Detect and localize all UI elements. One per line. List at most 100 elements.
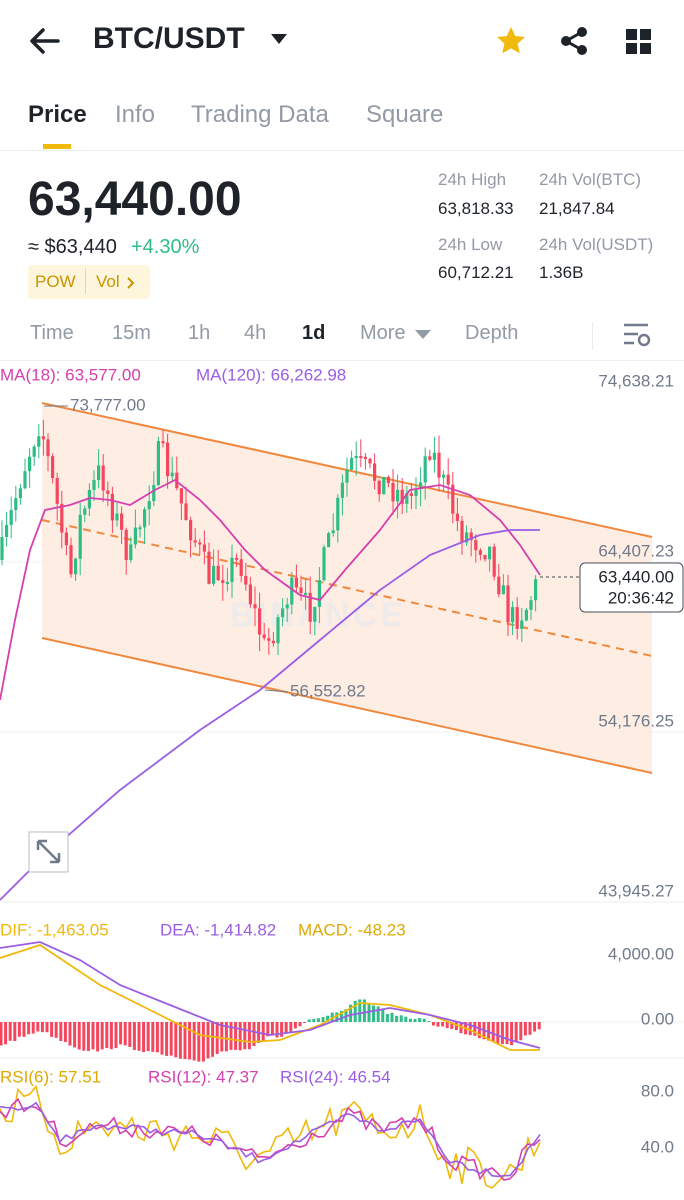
interval[interactable]: 15m bbox=[112, 322, 151, 344]
tag-chevron bbox=[127, 277, 135, 289]
candle-body bbox=[377, 480, 381, 495]
candle-body bbox=[520, 620, 524, 629]
macd-bar bbox=[109, 1022, 113, 1050]
candle-body bbox=[221, 580, 225, 583]
tag[interactable]: Vol bbox=[96, 272, 120, 291]
tab[interactable]: Square bbox=[366, 101, 444, 128]
interval[interactable]: 1h bbox=[188, 322, 211, 344]
macd-bar bbox=[270, 1022, 274, 1035]
macd-bar bbox=[445, 1022, 449, 1029]
channel-mid bbox=[41, 519, 653, 657]
stat-label: 24h Low bbox=[438, 235, 503, 254]
candle-body bbox=[276, 617, 280, 644]
candle-body bbox=[23, 471, 27, 489]
macd-bar bbox=[137, 1022, 141, 1051]
macd-bar bbox=[243, 1022, 247, 1050]
interval[interactable]: 4h bbox=[244, 322, 267, 344]
macd-bar bbox=[252, 1022, 256, 1046]
candle-body bbox=[239, 559, 243, 576]
rsi-label: RSI(12): 47.37 bbox=[148, 1067, 259, 1086]
candle-body bbox=[492, 546, 496, 577]
macd-bar bbox=[390, 1012, 394, 1022]
candle-body bbox=[253, 604, 257, 609]
interval[interactable]: Time bbox=[30, 322, 74, 344]
macd-bar bbox=[155, 1022, 159, 1053]
macd-bar bbox=[50, 1022, 54, 1037]
candle-body bbox=[382, 476, 386, 495]
candle-body bbox=[225, 582, 229, 585]
candle-body bbox=[101, 465, 105, 491]
candle-body bbox=[152, 484, 156, 502]
rsi-axis-label: 40.0 bbox=[641, 1137, 674, 1156]
candle-body bbox=[14, 498, 18, 511]
tab[interactable]: Trading Data bbox=[191, 101, 329, 128]
grid-menu[interactable] bbox=[625, 28, 653, 56]
candle-body bbox=[515, 607, 519, 629]
macd-bar bbox=[326, 1015, 330, 1022]
macd-bar bbox=[31, 1022, 35, 1034]
candle-body bbox=[501, 585, 505, 595]
candle-body bbox=[115, 513, 119, 521]
candle-body bbox=[359, 456, 363, 459]
candle-body bbox=[345, 469, 349, 483]
stat-label: 24h High bbox=[438, 170, 507, 189]
candle-body bbox=[290, 577, 294, 605]
chart-settings[interactable] bbox=[622, 322, 652, 348]
macd-bar bbox=[142, 1022, 146, 1053]
rsi-line bbox=[0, 1101, 541, 1178]
stat-value: 60,712.21 bbox=[438, 263, 514, 282]
macd-bar bbox=[201, 1022, 205, 1062]
candle-body bbox=[299, 587, 303, 594]
macd-bar bbox=[372, 1005, 376, 1022]
macd-bar bbox=[376, 1006, 380, 1022]
candle-body bbox=[409, 493, 413, 496]
candle-body bbox=[207, 551, 211, 584]
interval[interactable]: Depth bbox=[465, 322, 519, 344]
interval[interactable]: More bbox=[360, 322, 406, 344]
candle-body bbox=[41, 436, 45, 440]
share-button[interactable] bbox=[558, 25, 590, 57]
candle-body bbox=[455, 513, 459, 521]
divider bbox=[0, 360, 684, 361]
macd-bar bbox=[266, 1022, 270, 1037]
macd-bar bbox=[160, 1022, 164, 1055]
macd-bar bbox=[73, 1022, 77, 1048]
candle-body bbox=[198, 542, 202, 545]
macd-bar bbox=[404, 1016, 408, 1022]
macd-bar bbox=[298, 1022, 302, 1027]
macd-bar bbox=[362, 999, 366, 1022]
candle-body bbox=[78, 514, 82, 559]
candle-body bbox=[465, 532, 469, 543]
candle-body bbox=[133, 527, 137, 545]
candle-body bbox=[248, 584, 252, 605]
tab-indicator bbox=[43, 144, 71, 149]
tab[interactable]: Info bbox=[115, 101, 156, 128]
candle-body bbox=[179, 488, 183, 504]
macd-bar bbox=[4, 1022, 8, 1045]
macd-bar bbox=[8, 1022, 12, 1041]
candle-body bbox=[354, 456, 358, 459]
macd-bar bbox=[197, 1022, 201, 1062]
tag[interactable]: POW bbox=[35, 272, 76, 291]
macd-bar bbox=[431, 1022, 435, 1026]
pair-title[interactable]: BTC/USDT bbox=[93, 22, 245, 55]
candle-body bbox=[92, 479, 96, 491]
candle-body bbox=[166, 442, 170, 477]
candle-body bbox=[124, 529, 128, 560]
candle-body bbox=[138, 527, 142, 530]
candle-body bbox=[184, 503, 188, 521]
macd-bar bbox=[86, 1022, 90, 1052]
tab[interactable]: Price bbox=[28, 101, 87, 128]
candle-body bbox=[28, 456, 32, 472]
last-price-tag: 63,440.00 bbox=[598, 567, 674, 586]
macd-bar bbox=[353, 1000, 357, 1022]
favorite-star[interactable] bbox=[495, 25, 527, 57]
candle-body bbox=[327, 533, 331, 548]
macd-bar bbox=[523, 1022, 527, 1036]
divider bbox=[592, 322, 593, 350]
back-button[interactable] bbox=[28, 26, 64, 56]
tag-box bbox=[28, 265, 150, 299]
ma-line bbox=[0, 529, 540, 901]
pair-dropdown[interactable] bbox=[270, 33, 288, 45]
interval[interactable]: 1d bbox=[302, 322, 326, 344]
